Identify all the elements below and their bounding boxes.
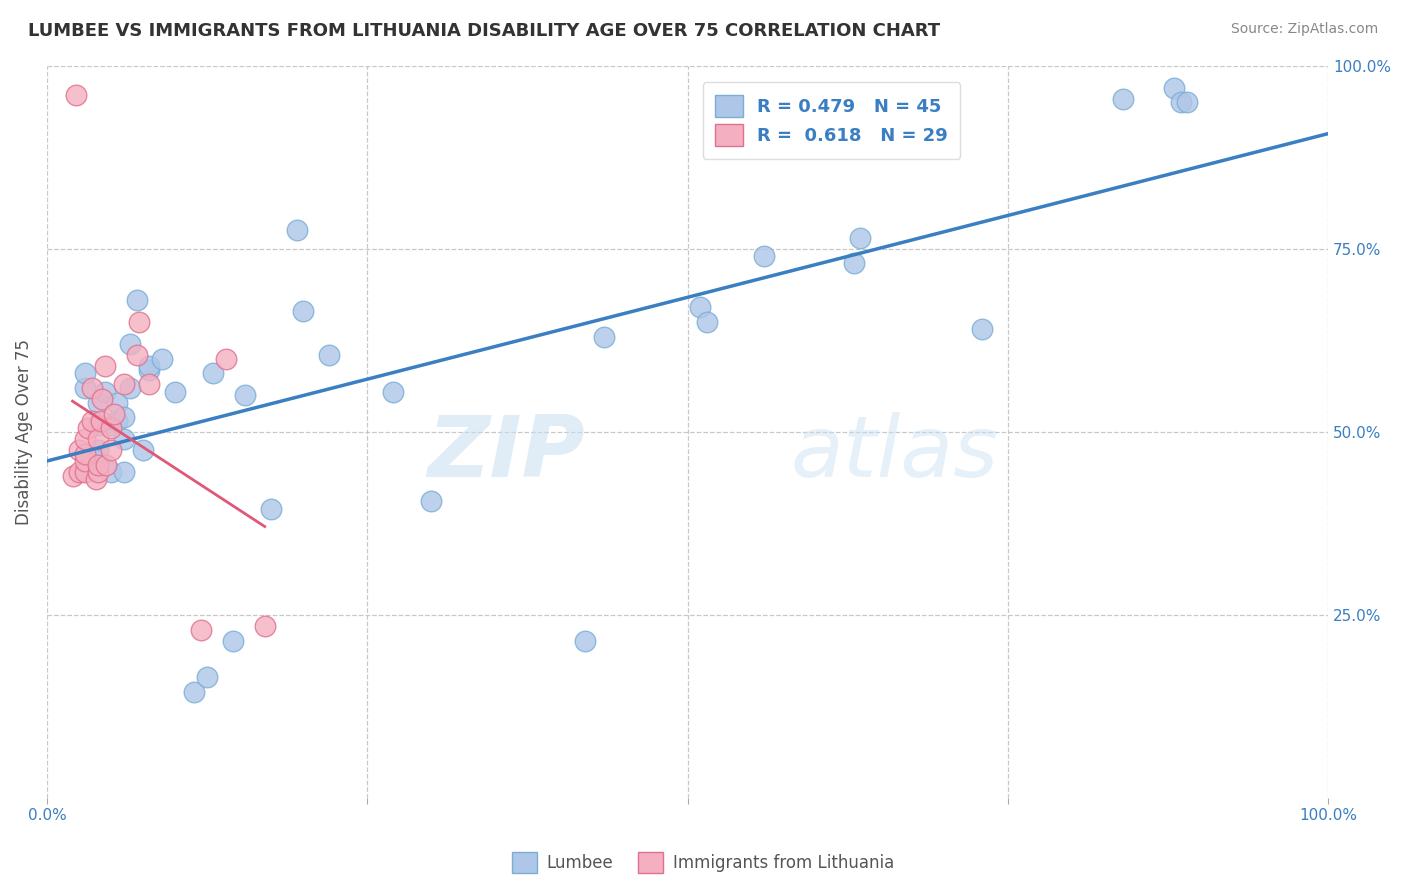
Point: [1163, 80, 1185, 95]
Point: [94, 458, 117, 472]
Point: [132, 443, 155, 458]
Point: [972, 322, 994, 336]
Point: [75, 454, 97, 468]
Point: [150, 351, 173, 366]
Text: LUMBEE VS IMMIGRANTS FROM LITHUANIA DISABILITY AGE OVER 75 CORRELATION CHART: LUMBEE VS IMMIGRANTS FROM LITHUANIA DISA…: [28, 22, 941, 40]
Point: [1112, 91, 1135, 105]
Point: [125, 348, 148, 362]
Point: [292, 304, 315, 318]
Point: [105, 414, 128, 428]
Point: [62, 468, 84, 483]
Point: [87, 443, 110, 458]
Point: [128, 315, 150, 329]
Point: [381, 384, 404, 399]
Y-axis label: Disability Age Over 75: Disability Age Over 75: [15, 339, 32, 524]
Point: [87, 432, 110, 446]
Point: [138, 362, 160, 376]
Point: [195, 670, 218, 684]
Point: [849, 231, 872, 245]
Point: [221, 633, 243, 648]
Point: [120, 337, 142, 351]
Point: [65, 87, 87, 102]
Point: [754, 249, 776, 263]
Point: [67, 443, 90, 458]
Point: [75, 432, 97, 446]
Point: [87, 417, 110, 432]
Point: [87, 395, 110, 409]
Point: [80, 381, 103, 395]
Point: [215, 351, 238, 366]
Point: [105, 395, 128, 409]
Point: [138, 359, 160, 373]
Point: [235, 388, 257, 402]
Legend: R = 0.479   N = 45, R =  0.618   N = 29: R = 0.479 N = 45, R = 0.618 N = 29: [703, 82, 960, 159]
Point: [100, 421, 122, 435]
Point: [112, 410, 135, 425]
Point: [90, 414, 112, 428]
Point: [420, 494, 443, 508]
Point: [1170, 95, 1192, 110]
Point: [253, 619, 276, 633]
Point: [87, 454, 110, 468]
Point: [77, 421, 100, 435]
Point: [120, 381, 142, 395]
Point: [100, 417, 122, 432]
Point: [75, 447, 97, 461]
Point: [125, 293, 148, 307]
Point: [103, 407, 125, 421]
Point: [190, 623, 212, 637]
Point: [93, 359, 115, 373]
Point: [112, 377, 135, 392]
Point: [100, 443, 122, 458]
Text: ZIP: ZIP: [427, 412, 585, 495]
Text: Source: ZipAtlas.com: Source: ZipAtlas.com: [1230, 22, 1378, 37]
Point: [318, 348, 340, 362]
Point: [183, 685, 205, 699]
Point: [842, 256, 865, 270]
Point: [112, 465, 135, 479]
Point: [260, 501, 283, 516]
Legend: Lumbee, Immigrants from Lithuania: Lumbee, Immigrants from Lithuania: [505, 846, 901, 880]
Point: [84, 472, 107, 486]
Point: [163, 384, 186, 399]
Point: [138, 377, 160, 392]
Point: [93, 384, 115, 399]
Point: [87, 458, 110, 472]
Point: [75, 366, 97, 380]
Point: [574, 633, 596, 648]
Point: [80, 414, 103, 428]
Point: [100, 465, 122, 479]
Point: [75, 381, 97, 395]
Point: [67, 465, 90, 479]
Point: [689, 301, 711, 315]
Point: [112, 432, 135, 446]
Point: [696, 315, 718, 329]
Point: [87, 465, 110, 479]
Point: [593, 329, 616, 343]
Point: [75, 465, 97, 479]
Text: atlas: atlas: [790, 412, 998, 495]
Point: [285, 223, 308, 237]
Point: [1175, 95, 1198, 110]
Point: [91, 392, 114, 406]
Point: [202, 366, 225, 380]
